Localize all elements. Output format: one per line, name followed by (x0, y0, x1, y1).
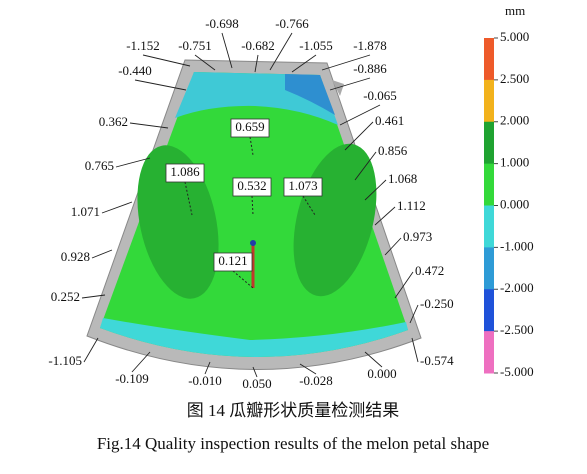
legend-label: -5.000 (500, 364, 534, 379)
leader-line (184, 181, 193, 216)
caption-en: Fig.14 Quality inspection results of the… (97, 434, 489, 453)
legend-label: 1.000 (500, 155, 529, 170)
annotation: 1.071 (71, 204, 100, 219)
leader-line (101, 201, 133, 214)
leader-line (194, 54, 216, 71)
annotation: 0.472 (415, 263, 444, 278)
legend-label: -2.500 (500, 322, 534, 337)
dark-zone (137, 145, 219, 299)
annotation: 1.112 (397, 198, 426, 213)
legend-swatch (484, 289, 494, 332)
leader-line (329, 77, 371, 91)
legend-swatch (484, 163, 494, 206)
annotation: -0.766 (275, 16, 309, 31)
leader-line (115, 157, 151, 168)
leader-line (394, 271, 414, 299)
leader-line (354, 151, 377, 181)
annotation: 0.000 (367, 366, 396, 381)
leader-line (344, 121, 374, 151)
leader-line (254, 54, 259, 73)
annotation-box (213, 252, 253, 272)
legend-swatch (484, 121, 494, 165)
caption-cn: 图 14 瓜瓣形状质量检测结果 (187, 401, 400, 420)
legend-label: 2.500 (500, 71, 529, 86)
point-marker (250, 240, 256, 246)
legend-swatch (484, 331, 494, 374)
annotation: -1.055 (299, 38, 333, 53)
leader-line (384, 237, 402, 256)
annotation: 0.928 (61, 249, 90, 264)
annotation: -0.065 (363, 88, 397, 103)
boxed-annotation: 0.532 (237, 178, 266, 193)
annotation: -1.878 (353, 38, 387, 53)
annotation: 0.050 (242, 376, 271, 391)
leader-line (364, 351, 383, 368)
top-dark-band (285, 74, 335, 115)
annotation-box (230, 118, 270, 138)
legend-swatch (484, 38, 494, 81)
leader-line (321, 54, 371, 71)
leader-line (374, 206, 396, 226)
legend-label: 2.000 (500, 113, 529, 128)
annotation: -0.440 (118, 63, 152, 78)
legend-unit: mm (505, 3, 525, 18)
annotation: 0.252 (51, 289, 80, 304)
leader-line (291, 54, 317, 73)
leader-line (83, 337, 99, 363)
annotation-box (283, 177, 323, 197)
annotation: 0.973 (403, 229, 432, 244)
annotation: -0.250 (420, 296, 454, 311)
leader-line (204, 361, 211, 375)
legend-label: -1.000 (500, 238, 534, 253)
leader-line (131, 351, 151, 373)
boxed-annotation: 1.086 (170, 164, 200, 179)
leader-line (269, 32, 293, 71)
leader-line (134, 79, 187, 91)
annotation: -0.574 (420, 353, 454, 368)
leader-line (232, 270, 254, 289)
leader-line (299, 363, 317, 375)
leader-line (411, 337, 419, 363)
legend-label: 5.000 (500, 29, 529, 44)
leader-line (251, 195, 254, 216)
leader-line (142, 54, 191, 67)
leader-line (81, 294, 106, 299)
legend-swatch (484, 205, 494, 248)
bottom-band (100, 318, 408, 358)
leader-line (252, 366, 258, 378)
leader-line (221, 32, 233, 69)
annotation: -0.010 (188, 373, 222, 388)
annotation: -0.751 (178, 38, 212, 53)
boxed-annotation: 0.659 (235, 119, 264, 134)
annotation: 1.068 (388, 171, 417, 186)
leader-line (409, 304, 419, 324)
annotation: -1.105 (48, 353, 82, 368)
annotation: 0.856 (378, 143, 408, 158)
annotation: -1.152 (126, 38, 160, 53)
leader-line (249, 136, 254, 156)
annotation: -0.109 (115, 371, 149, 386)
boxed-annotation: 0.121 (218, 253, 247, 268)
leader-line (91, 249, 113, 259)
boxed-annotation: 1.073 (288, 178, 317, 193)
legend-swatch (484, 79, 494, 123)
leader-line (364, 179, 387, 201)
annotation: -0.028 (299, 373, 333, 388)
leader-line (339, 104, 381, 126)
annotation: 0.765 (85, 158, 114, 173)
legend-label: -2.000 (500, 280, 534, 295)
annotation: -0.698 (205, 16, 239, 31)
legend-swatch (484, 247, 494, 290)
annotation: 0.362 (99, 114, 128, 129)
leader-line (129, 122, 169, 129)
annotation: 0.461 (375, 113, 404, 128)
annotation: -0.886 (353, 61, 387, 76)
annotation-box (165, 163, 205, 183)
annotation-box (232, 177, 272, 197)
legend-label: 0.000 (500, 196, 529, 211)
annotation: -0.682 (241, 38, 275, 53)
